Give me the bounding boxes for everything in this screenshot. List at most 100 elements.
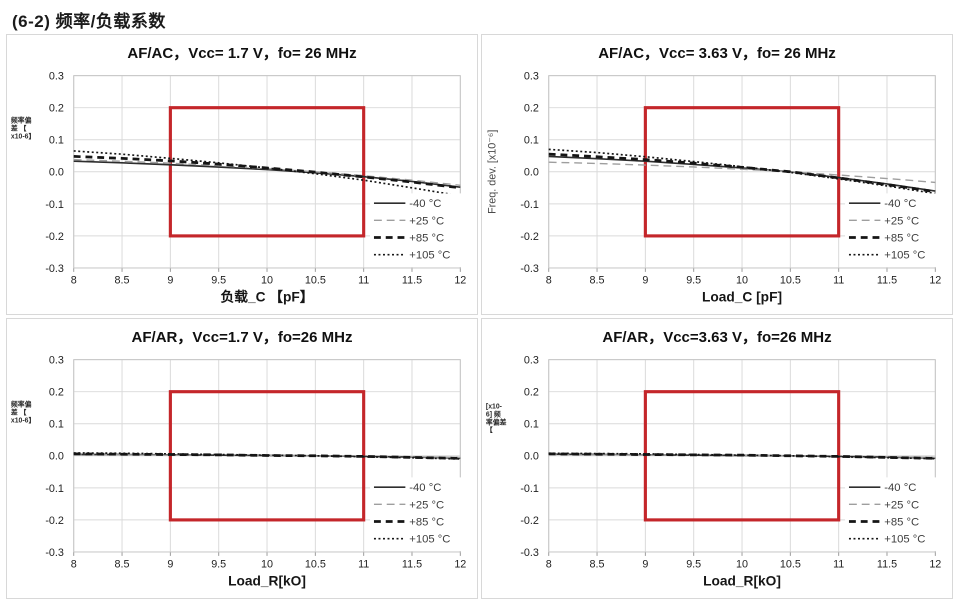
chart-panel-af-ac-1v7: AF/AC，Vcc= 1.7 V，fo= 26 MHz 0.3 0.2 0.1 0.0… [6, 34, 478, 315]
y-axis-label: Freq. dev. [x10⁻⁶] [487, 130, 499, 214]
x-tick-label: 8 [71, 275, 77, 287]
chart-canvas-af-ac-3v63: 0.3 0.2 0.1 0.0 -0.1 -0.2 -0.3 8 8.5 9 9.5 10 10.5 11… [487, 71, 942, 305]
x-tick-label: 12 [929, 559, 941, 571]
y-tick-label: 0.3 [49, 71, 64, 83]
chart-panel-af-ar-1v7: AF/AR，Vcc=1.7 V，fo=26 MHz 0.3 0.2 0.1 0.0 -0… [6, 318, 478, 599]
y-tick-label: -0.1 [520, 483, 539, 495]
x-tick-label: 11 [833, 275, 844, 287]
chart-title: AF/AC，Vcc= 3.63 V，fo= 26 MHz [598, 45, 836, 62]
legend-label: +105 °C [884, 534, 925, 546]
svg-text:6] 频: 6] 频 [486, 410, 501, 419]
x-tick-label: 8 [546, 275, 552, 287]
y-tick-label: 0.3 [524, 355, 539, 367]
chart-panel-af-ac-3v63: AF/AC，Vcc= 3.63 V，fo= 26 MHz 0.3 0.2 0.1 0.… [481, 34, 953, 315]
legend-label: +85 °C [409, 232, 444, 244]
y-tick-label: 0.3 [524, 71, 539, 83]
svg-text:率偏差: 率偏差 [486, 417, 507, 426]
spec-limit-box [168, 106, 366, 238]
y-tick-label: -0.3 [45, 547, 64, 559]
series-line [73, 150, 461, 197]
y-tick-label: 0.0 [524, 451, 539, 463]
x-tick-label: 10 [736, 559, 748, 571]
y-tick-label: 0.2 [49, 103, 64, 115]
svg-text:x10-6】: x10-6】 [11, 416, 35, 424]
y-tick-label: -0.2 [520, 231, 539, 243]
legend-label: +85 °C [884, 232, 919, 244]
x-tick-label: 9 [642, 559, 648, 571]
legend-label: +25 °C [409, 215, 444, 227]
series-lines [73, 150, 461, 197]
y-tick-label: 0.2 [524, 103, 539, 115]
chart-panel-af-ar-3v63: AF/AR，Vcc=3.63 V，fo=26 MHz 0.3 0.2 0.1 0.0 -… [481, 318, 953, 599]
series-lines [73, 452, 461, 460]
series-lines [548, 452, 936, 460]
x-tick-label: 11 [358, 559, 369, 571]
page-title: (6-2) 频率/负载系数 [12, 12, 166, 31]
y-tick-label: -0.1 [45, 483, 64, 495]
y-tick-label: 0.3 [49, 355, 64, 367]
x-tick-label: 9 [167, 275, 173, 287]
spec-limit-box [643, 106, 841, 238]
legend: -40 °C +25 °C +85 °C +105 °C [370, 193, 463, 267]
y-tick-label: -0.3 [520, 547, 539, 559]
legend-label: +85 °C [884, 516, 919, 528]
chart-title: AF/AR，Vcc=3.63 V，fo=26 MHz [602, 329, 832, 346]
chart-canvas-af-ac-1v7: 0.3 0.2 0.1 0.0 -0.1 -0.2 -0.3 8 8.5 9 9.5 10 10.5 11… [11, 71, 466, 305]
x-tick-label: 9 [167, 559, 173, 571]
series-line [548, 148, 936, 195]
chart-canvas-af-ar-3v63: 0.3 0.2 0.1 0.0 -0.1 -0.2 -0.3 8 8.5 9 9.5 10 10.5 11… [486, 355, 941, 589]
y-tick-label: 0.0 [49, 167, 64, 179]
chart-canvas-af-ar-1v7: 0.3 0.2 0.1 0.0 -0.1 -0.2 -0.3 8 8.5 9 9.5 10 10.5 11… [11, 355, 466, 589]
y-tick-label: -0.1 [45, 199, 64, 211]
x-tick-label: 10.5 [305, 559, 326, 571]
y-tick-label: -0.2 [45, 515, 64, 527]
legend-label: -40 °C [409, 198, 441, 210]
x-tick-label: 11.5 [877, 559, 897, 571]
x-tick-label: 10 [261, 275, 273, 287]
y-tick-label: -0.2 [520, 515, 539, 527]
legend-label: +105 °C [884, 250, 925, 262]
x-tick-label: 10.5 [780, 559, 801, 571]
x-tick-label: 11 [358, 275, 369, 287]
legend-label: -40 °C [409, 482, 441, 494]
svg-text:x10-6】: x10-6】 [11, 132, 35, 140]
y-tick-label: 0.1 [49, 419, 64, 431]
series-lines [548, 148, 936, 195]
legend-label: +25 °C [409, 499, 444, 511]
x-tick-label: 9 [642, 275, 648, 287]
x-tick-label: 11.5 [402, 559, 422, 571]
y-tick-label: 0.1 [49, 135, 64, 147]
x-tick-label: 10 [736, 275, 748, 287]
x-tick-label: 11.5 [402, 275, 422, 287]
x-axis-label: Load_C [pF] [702, 289, 782, 304]
y-tick-label: -0.2 [45, 231, 64, 243]
x-tick-label: 12 [454, 559, 466, 571]
legend: -40 °C +25 °C +85 °C +105 °C [845, 477, 938, 551]
y-tick-label: -0.3 [45, 263, 64, 275]
legend-label: +85 °C [409, 516, 444, 528]
legend: -40 °C +25 °C +85 °C +105 °C [370, 477, 463, 551]
legend-label: -40 °C [884, 482, 916, 494]
legend-label: +105 °C [409, 534, 450, 546]
chart-title: AF/AC，Vcc= 1.7 V，fo= 26 MHz [127, 45, 357, 62]
x-tick-label: 8.5 [115, 275, 130, 287]
svg-text:[x10-: [x10- [486, 404, 503, 411]
y-tick-label: 0.2 [49, 387, 64, 399]
series-line [548, 452, 936, 460]
svg-text:【: 【 [486, 426, 493, 434]
y-tick-label: -0.1 [520, 199, 539, 211]
x-tick-label: 8.5 [590, 275, 605, 287]
x-tick-label: 8.5 [115, 559, 130, 571]
x-tick-label: 11.5 [877, 275, 897, 287]
y-tick-label: 0.2 [524, 387, 539, 399]
legend-label: +105 °C [409, 250, 450, 262]
x-tick-label: 9.5 [686, 275, 701, 287]
y-tick-label: 0.0 [49, 451, 64, 463]
chart-title: AF/AR，Vcc=1.7 V，fo=26 MHz [131, 329, 353, 346]
x-tick-label: 9.5 [211, 275, 226, 287]
x-tick-label: 12 [454, 275, 466, 287]
x-tick-label: 11 [833, 559, 844, 571]
